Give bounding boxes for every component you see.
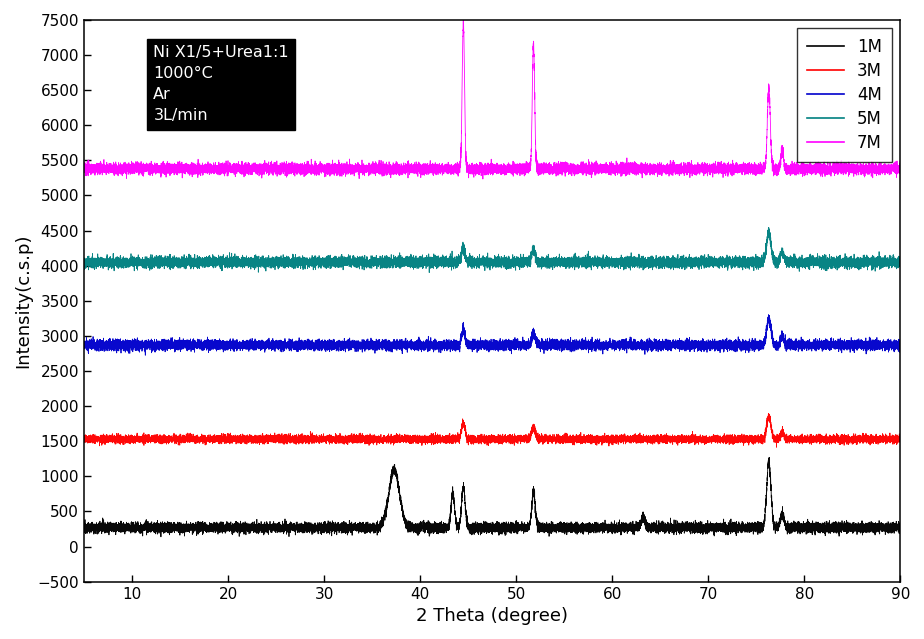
Text: Ni X1/5+Urea1:1
1000°C
Ar
3L/min: Ni X1/5+Urea1:1 1000°C Ar 3L/min xyxy=(153,45,289,123)
Legend: 1M, 3M, 4M, 5M, 7M: 1M, 3M, 4M, 5M, 7M xyxy=(797,28,892,162)
X-axis label: 2 Theta (degree): 2 Theta (degree) xyxy=(416,607,568,625)
Y-axis label: Intensity(c.s.p): Intensity(c.s.p) xyxy=(14,233,32,368)
